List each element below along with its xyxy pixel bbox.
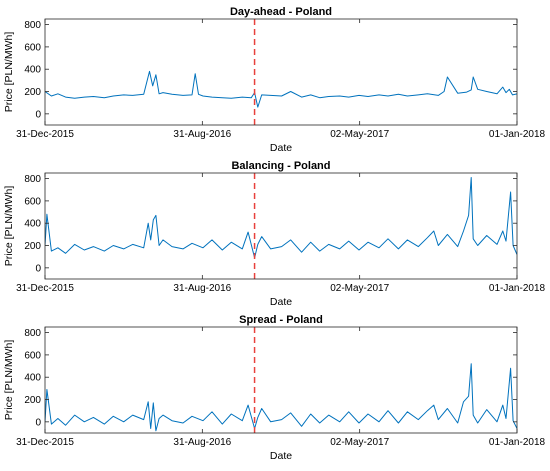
x-axis-label: Date [270, 142, 292, 154]
axes-box [44, 326, 518, 434]
plot-area [45, 173, 517, 279]
y-tick-label: 0 [35, 417, 41, 428]
panel-1: 0 200 400 600 800 31-Dec-2015 31-Aug-2016 02-Ma… [3, 6, 546, 154]
y-axis-label: Price [PLN/MWh] [3, 186, 15, 267]
x-tick-label: 31-Dec-2015 [16, 437, 74, 448]
y-tick-label: 0 [35, 109, 41, 120]
plot-area [45, 19, 517, 125]
y-tick-label: 200 [24, 241, 41, 252]
chart-title: Balancing - Poland [231, 160, 330, 172]
x-tick-label: 02-May-2017 [330, 437, 389, 448]
panel-3: 0 200 400 600 800 31-Dec-2015 31-Aug-2016 02-Ma… [3, 314, 546, 462]
y-tick-label: 800 [24, 20, 41, 31]
y-tick-label: 200 [24, 395, 41, 406]
y-tick-label: 800 [24, 174, 41, 185]
x-tick-label: 01-Jan-2018 [489, 437, 546, 448]
x-tick-label: 31-Aug-2016 [173, 283, 231, 294]
plot-area [45, 327, 517, 433]
panels: 0 200 400 600 800 31-Dec-2015 31-Aug-2016 02-Ma… [3, 6, 546, 462]
axes-box [44, 172, 518, 280]
x-tick-label: 02-May-2017 [330, 129, 389, 140]
y-tick-label: 0 [35, 263, 41, 274]
y-tick-label: 200 [24, 87, 41, 98]
y-tick-label: 400 [24, 65, 41, 76]
axes-box [44, 18, 518, 126]
x-tick-label: 31-Dec-2015 [16, 283, 74, 294]
x-tick-label: 02-May-2017 [330, 283, 389, 294]
series-line-1 [45, 363, 517, 432]
x-tick-label: 31-Dec-2015 [16, 129, 74, 140]
x-axis-label: Date [270, 296, 292, 308]
x-axis-label: Date [270, 450, 292, 462]
x-tick-label: 31-Aug-2016 [173, 437, 231, 448]
y-tick-label: 800 [24, 328, 41, 339]
y-axis-label: Price [PLN/MWh] [3, 340, 15, 421]
series-line-1 [45, 70, 517, 108]
panel-2: 0 200 400 600 800 31-Dec-2015 31-Aug-2016 02-Ma… [3, 160, 546, 308]
y-tick-label: 400 [24, 373, 41, 384]
y-tick-label: 600 [24, 350, 41, 361]
chart-title: Day-ahead - Poland [230, 6, 332, 18]
series-line-1 [45, 177, 517, 259]
chart-title: Spread - Poland [239, 314, 323, 326]
y-axis-label: Price [PLN/MWh] [3, 32, 15, 113]
x-tick-label: 31-Aug-2016 [173, 129, 231, 140]
y-tick-label: 600 [24, 196, 41, 207]
y-tick-label: 600 [24, 42, 41, 53]
x-tick-label: 01-Jan-2018 [489, 129, 546, 140]
x-tick-label: 01-Jan-2018 [489, 283, 546, 294]
y-tick-label: 400 [24, 219, 41, 230]
